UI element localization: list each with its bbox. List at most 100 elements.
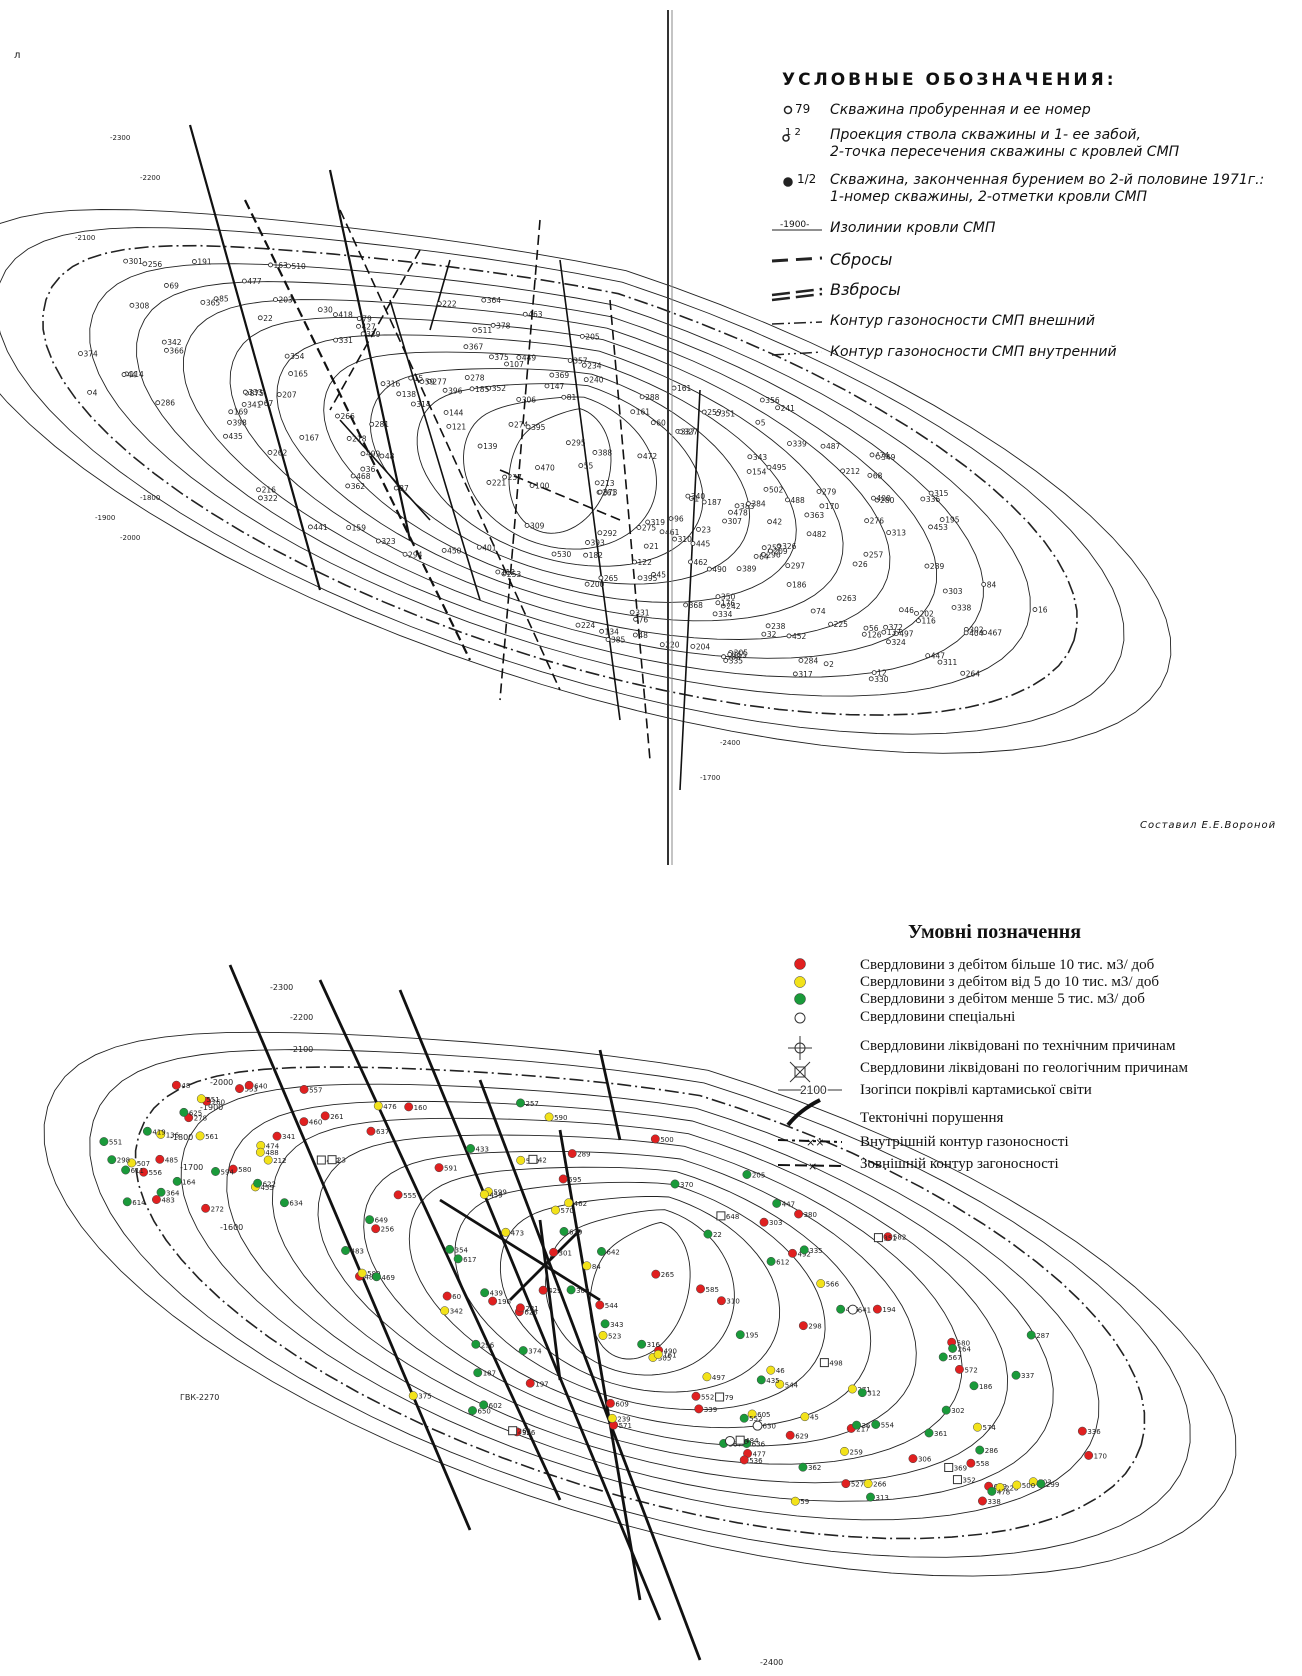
top-well-label: 311 (943, 658, 958, 667)
well-projection-symbol (782, 134, 790, 142)
top-well-marker (755, 419, 761, 425)
top-well-marker (636, 525, 642, 530)
top-contour (323, 351, 797, 603)
top-well-marker (639, 394, 645, 400)
top-well-label: 163 (274, 261, 289, 270)
bottom-well-label: 556 (149, 1169, 163, 1177)
bottom-well-label: 239 (617, 1415, 630, 1423)
top-well-marker (942, 588, 948, 594)
legend-ru-symbol-4: 1/2 (797, 172, 817, 186)
bottom-well-label: 342 (450, 1308, 463, 1316)
top-well-marker (583, 377, 589, 383)
bottom-well-high (155, 1154, 165, 1164)
bottom-well-label: 278 (194, 1115, 207, 1123)
top-contour-label: -1700 (700, 774, 720, 782)
top-well-marker (659, 529, 665, 535)
bottom-contour (134, 1066, 1146, 1540)
top-well-label: 329 (366, 330, 381, 339)
top-well-marker (785, 497, 790, 503)
bottom-well-liquidated (327, 1155, 337, 1165)
bottom-contour-label: -2300 (270, 983, 293, 992)
top-well-marker (792, 671, 798, 677)
top-well-marker (763, 486, 769, 492)
bottom-well-label: 374 (528, 1348, 542, 1356)
author-caption: Составил Е.Е.Вороной (1140, 820, 1277, 831)
bottom-well-label: 287 (1036, 1332, 1049, 1340)
bottom-well-high (228, 1164, 238, 1174)
bottom-well-label: 594 (221, 1168, 235, 1176)
bottom-well-mid (516, 1155, 526, 1165)
legend-ru-item-5: 1-номер скважины, 2-отметки кровли СМП (830, 189, 1148, 205)
top-well-label: 333 (248, 388, 263, 397)
bottom-well-low (480, 1288, 490, 1298)
top-well-marker (155, 400, 161, 406)
top-well-label: 363 (810, 511, 825, 520)
top-well-marker (767, 548, 773, 554)
top-well-label: 462 (693, 558, 708, 567)
top-well-marker (982, 630, 988, 635)
bottom-well-mid (863, 1479, 873, 1489)
bottom-well-label: 497 (712, 1374, 725, 1382)
bottom-well-mid (479, 1189, 489, 1199)
bottom-contour-label: -1600 (220, 1223, 243, 1232)
bottom-well-low (987, 1486, 997, 1496)
bottom-contour (89, 1049, 1191, 1558)
top-well-marker (267, 450, 273, 455)
bottom-well-low (179, 1107, 189, 1117)
top-well-label: 418 (338, 311, 353, 320)
top-well-label: 185 (475, 385, 490, 394)
legend-ru-symbol-1: 79 (795, 102, 811, 116)
top-well-label: 253 (507, 570, 522, 579)
top-contour (182, 299, 938, 659)
bottom-well-mid (551, 1205, 560, 1215)
bottom-contour-label: -1700 (180, 1163, 203, 1172)
top-well-marker (191, 259, 197, 264)
top-well-marker (436, 301, 442, 307)
top-well-label: 284 (804, 656, 819, 665)
top-well-label: 16 (1038, 606, 1048, 615)
bottom-well-label: 473 (511, 1229, 524, 1237)
top-well-label: 343 (753, 453, 768, 462)
legend-ru-title: УСЛОВНЫЕ ОБОЗНАЧЕНИЯ: (782, 70, 1117, 90)
bottom-well-label: 354 (455, 1246, 469, 1254)
bottom-well-mid (816, 1279, 826, 1288)
bottom-well-low (566, 1285, 576, 1295)
top-well-label: 449 (522, 353, 537, 362)
bottom-fault (228, 964, 472, 1531)
top-well-label: 398 (233, 418, 248, 427)
bottom-well-mid (255, 1147, 265, 1157)
top-well-marker (871, 670, 877, 675)
bottom-wells: 490 261 301 556 527 260 310 591 278 628 544 231 197 1… (99, 1080, 1107, 1506)
legend-ua-item-6: Свердловини ліквідовані по геологічним п… (860, 1060, 1188, 1076)
bottom-contour (317, 1134, 963, 1465)
legend-ua-item-7: Ізогіпси покрівлі картамиської світи (860, 1082, 1092, 1098)
top-well-label: 281 (375, 420, 390, 429)
top-well-marker (864, 518, 870, 524)
bottom-well-high (716, 1296, 726, 1306)
top-well-marker (671, 385, 677, 391)
top-well-label: 447 (931, 652, 946, 661)
top-well-marker (776, 543, 782, 549)
top-well-label: 315 (934, 489, 949, 498)
top-well-marker (736, 566, 742, 572)
top-well-marker (766, 464, 772, 470)
bottom-well-label: 266 (873, 1481, 887, 1489)
top-well-label: 138 (402, 390, 417, 399)
top-well-marker (258, 495, 263, 501)
top-well-marker (242, 389, 248, 395)
top-well-marker (142, 261, 148, 267)
top-well-marker (672, 536, 678, 542)
top-well-marker (257, 315, 263, 321)
bottom-well-high (696, 1284, 705, 1294)
top-map: -2300 -2200 -2100 -2000 -1900 -1800 -1700 -2400… (0, 10, 1172, 865)
top-well-label: 207 (282, 391, 297, 400)
top-well-marker (874, 497, 880, 503)
top-well-marker (286, 263, 291, 269)
bottom-well-mid (263, 1155, 273, 1165)
bottom-well-low (1011, 1370, 1021, 1380)
top-well-label: 216 (262, 486, 277, 495)
fault-symbol (771, 256, 823, 263)
bottom-well-low (559, 1227, 569, 1236)
top-well-label: 404 (969, 629, 984, 638)
top-well-marker (690, 541, 696, 546)
